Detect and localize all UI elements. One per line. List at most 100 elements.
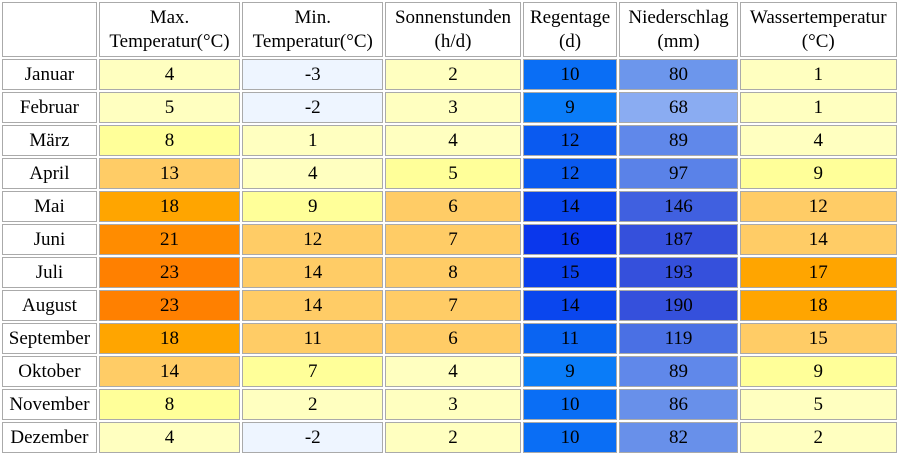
sunshine-cell: 8 (385, 257, 521, 288)
header-min-temp: Min. Temperatur(°C) (242, 2, 384, 57)
rain-days-cell: 10 (522, 422, 618, 453)
min-temp-cell: 4 (242, 158, 384, 189)
header-sunshine-line2: (h/d) (434, 30, 472, 52)
sunshine-cell: 6 (385, 323, 521, 354)
min-temp-cell: 2 (242, 389, 384, 420)
rain-days-cell: 10 (522, 389, 618, 420)
header-water-temp: Wassertemperatur (°C) (739, 2, 897, 57)
water-temp-cell: 12 (739, 191, 897, 222)
header-precipitation: Niederschlag (mm) (619, 2, 738, 57)
table-row: Juni 21 12 7 16 187 14 (2, 224, 897, 255)
month-cell: September (2, 323, 97, 354)
header-sunshine-line1: Sonnenstunden (394, 6, 512, 28)
water-temp-cell: 9 (739, 356, 897, 387)
header-corner (2, 2, 97, 57)
min-temp-cell: 14 (242, 290, 384, 321)
min-temp-cell: -2 (242, 92, 384, 123)
month-cell: Juni (2, 224, 97, 255)
water-temp-cell: 9 (739, 158, 897, 189)
rain-days-cell: 12 (522, 158, 618, 189)
min-temp-cell: 7 (242, 356, 384, 387)
min-temp-cell: 14 (242, 257, 384, 288)
table-row: Oktober 14 7 4 9 89 9 (2, 356, 897, 387)
sunshine-cell: 7 (385, 290, 521, 321)
water-temp-cell: 5 (739, 389, 897, 420)
water-temp-cell: 1 (739, 59, 897, 90)
sunshine-cell: 6 (385, 191, 521, 222)
rain-days-cell: 9 (522, 356, 618, 387)
max-temp-cell: 4 (98, 422, 241, 453)
month-cell: März (2, 125, 97, 156)
table-body: Januar 4 -3 2 10 80 1 Februar 5 -2 3 9 68 1 März 8 1 4 12 8… (2, 59, 897, 453)
max-temp-cell: 4 (98, 59, 241, 90)
header-max-temp-line2: Temperatur(°C) (109, 30, 230, 52)
month-cell: April (2, 158, 97, 189)
precipitation-cell: 97 (619, 158, 738, 189)
header-precipitation-line2: (mm) (657, 30, 700, 52)
precipitation-cell: 89 (619, 356, 738, 387)
water-temp-cell: 4 (739, 125, 897, 156)
min-temp-cell: 12 (242, 224, 384, 255)
table-row: August 23 14 7 14 190 18 (2, 290, 897, 321)
max-temp-cell: 8 (98, 125, 241, 156)
rain-days-cell: 9 (522, 92, 618, 123)
rain-days-cell: 14 (522, 191, 618, 222)
sunshine-cell: 2 (385, 422, 521, 453)
header-sunshine: Sonnenstunden (h/d) (385, 2, 521, 57)
header-row: Max. Temperatur(°C) Min. Temperatur(°C) … (2, 2, 897, 57)
sunshine-cell: 4 (385, 125, 521, 156)
precipitation-cell: 89 (619, 125, 738, 156)
table-row: November 8 2 3 10 86 5 (2, 389, 897, 420)
rain-days-cell: 15 (522, 257, 618, 288)
precipitation-cell: 187 (619, 224, 738, 255)
month-cell: Mai (2, 191, 97, 222)
month-cell: Dezember (2, 422, 97, 453)
rain-days-cell: 11 (522, 323, 618, 354)
month-cell: Februar (2, 92, 97, 123)
rain-days-cell: 10 (522, 59, 618, 90)
table-row: Mai 18 9 6 14 146 12 (2, 191, 897, 222)
max-temp-cell: 18 (98, 191, 241, 222)
month-cell: Juli (2, 257, 97, 288)
water-temp-cell: 1 (739, 92, 897, 123)
precipitation-cell: 146 (619, 191, 738, 222)
max-temp-cell: 23 (98, 257, 241, 288)
max-temp-cell: 5 (98, 92, 241, 123)
header-precipitation-line1: Niederschlag (628, 6, 729, 28)
table-row: Dezember 4 -2 2 10 82 2 (2, 422, 897, 453)
min-temp-cell: 11 (242, 323, 384, 354)
sunshine-cell: 3 (385, 92, 521, 123)
table-row: Januar 4 -3 2 10 80 1 (2, 59, 897, 90)
water-temp-cell: 18 (739, 290, 897, 321)
max-temp-cell: 21 (98, 224, 241, 255)
sunshine-cell: 7 (385, 224, 521, 255)
max-temp-cell: 8 (98, 389, 241, 420)
header-min-temp-line2: Temperatur(°C) (252, 30, 373, 52)
header-rain-days-line1: Regentage (529, 6, 611, 28)
table-row: März 8 1 4 12 89 4 (2, 125, 897, 156)
water-temp-cell: 17 (739, 257, 897, 288)
month-cell: November (2, 389, 97, 420)
max-temp-cell: 18 (98, 323, 241, 354)
precipitation-cell: 80 (619, 59, 738, 90)
header-min-temp-line1: Min. (294, 6, 331, 28)
table-row: April 13 4 5 12 97 9 (2, 158, 897, 189)
max-temp-cell: 23 (98, 290, 241, 321)
rain-days-cell: 16 (522, 224, 618, 255)
sunshine-cell: 5 (385, 158, 521, 189)
water-temp-cell: 14 (739, 224, 897, 255)
table-row: Februar 5 -2 3 9 68 1 (2, 92, 897, 123)
table-row: September 18 11 6 11 119 15 (2, 323, 897, 354)
sunshine-cell: 4 (385, 356, 521, 387)
month-cell: Oktober (2, 356, 97, 387)
precipitation-cell: 82 (619, 422, 738, 453)
min-temp-cell: 1 (242, 125, 384, 156)
precipitation-cell: 193 (619, 257, 738, 288)
max-temp-cell: 14 (98, 356, 241, 387)
precipitation-cell: 119 (619, 323, 738, 354)
header-max-temp: Max. Temperatur(°C) (98, 2, 241, 57)
sunshine-cell: 3 (385, 389, 521, 420)
min-temp-cell: 9 (242, 191, 384, 222)
water-temp-cell: 15 (739, 323, 897, 354)
